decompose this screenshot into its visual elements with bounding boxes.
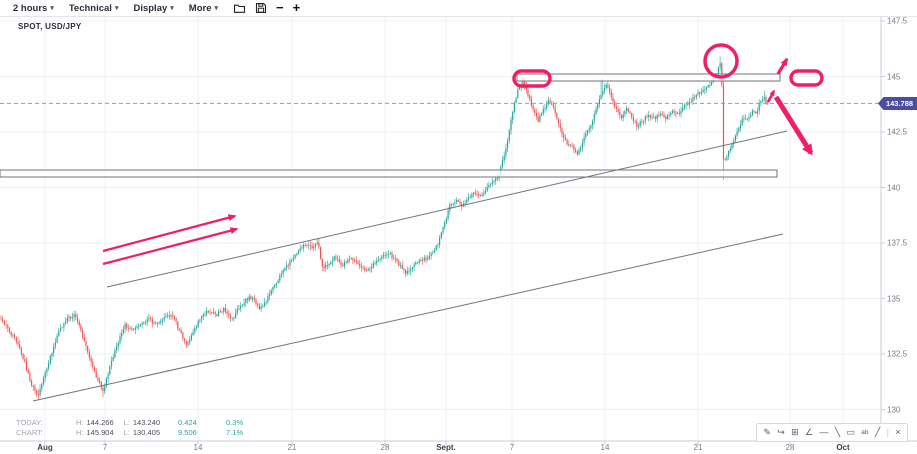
chevron-down-icon: ▾	[114, 5, 119, 12]
chevron-down-icon: ▾	[50, 5, 54, 12]
zoom-out-button[interactable]: −	[276, 0, 284, 15]
grid-icon[interactable]: ⊞	[791, 427, 799, 437]
technical-label: Technical	[68, 2, 112, 14]
save-chart-icon[interactable]	[255, 2, 267, 14]
today-label: TODAY:	[16, 418, 43, 427]
toolbar-separator: |	[886, 427, 889, 437]
zoom-in-button[interactable]: +	[292, 0, 301, 15]
open-folder-icon[interactable]	[233, 2, 246, 14]
horizontal-line-icon[interactable]: —	[819, 427, 829, 437]
trendline-icon[interactable]: ∠	[804, 427, 814, 437]
low-label: L:	[123, 427, 130, 437]
symbol-label: SPOT, USD/JPY	[18, 22, 82, 31]
today-change-pct: 0.3%	[226, 418, 244, 427]
draw-pencil-icon[interactable]: ✎	[763, 427, 771, 437]
chart-low-value: 130.405	[132, 427, 161, 437]
last-price-badge: 143.788	[878, 97, 917, 110]
chart-label: CHART:	[16, 427, 43, 437]
chart-stats-row: CHART: H: 145.904 L: 130.405 9.506 7.1%	[16, 428, 243, 438]
high-label: H:	[76, 427, 84, 437]
elbow-arrow-icon[interactable]: ↪	[777, 427, 785, 437]
ohlc-info-panel: TODAY: H: 144.266 L: 143.240 0.424 0.3% …	[16, 418, 243, 437]
low-label: L:	[123, 418, 130, 427]
display-label: Display	[133, 2, 168, 14]
top-toolbar: 2 hours ▾ Technical ▾ Display ▾ More ▾ −…	[0, 0, 917, 17]
slash-line-icon[interactable]: ╱	[874, 427, 881, 437]
technical-dropdown[interactable]: Technical ▾	[69, 3, 119, 14]
chart-change-pct: 7.1%	[226, 427, 244, 437]
today-high-value: 144.266	[86, 418, 114, 427]
display-dropdown[interactable]: Display ▾	[133, 3, 173, 14]
high-label: H:	[76, 418, 84, 427]
rectangle-icon[interactable]: ▭	[846, 427, 855, 437]
text-tool-icon[interactable]: ab	[861, 429, 869, 436]
timeframe-label: 2 hours	[13, 2, 48, 14]
chevron-down-icon: ▾	[214, 5, 218, 12]
today-stats-row: TODAY: H: 144.266 L: 143.240 0.424 0.3%	[16, 418, 243, 428]
today-change-value: 0.424	[178, 418, 197, 427]
ray-line-icon[interactable]: ╲	[834, 427, 841, 437]
chart-high-value: 145.904	[86, 427, 114, 437]
more-dropdown[interactable]: More ▾	[189, 3, 218, 14]
close-toolbar-icon[interactable]: ×	[895, 427, 901, 437]
chevron-down-icon: ▾	[170, 5, 174, 12]
drawing-toolbar: ✎ ↪ ⊞ ∠ — ╲ ▭ ab ╱ | ×	[756, 423, 908, 442]
today-low-value: 143.240	[132, 418, 161, 427]
last-price-value: 143.788	[885, 99, 914, 108]
chart-change-value: 9.506	[178, 427, 197, 437]
more-label: More	[188, 2, 212, 14]
timeframe-dropdown[interactable]: 2 hours ▾	[13, 3, 54, 14]
